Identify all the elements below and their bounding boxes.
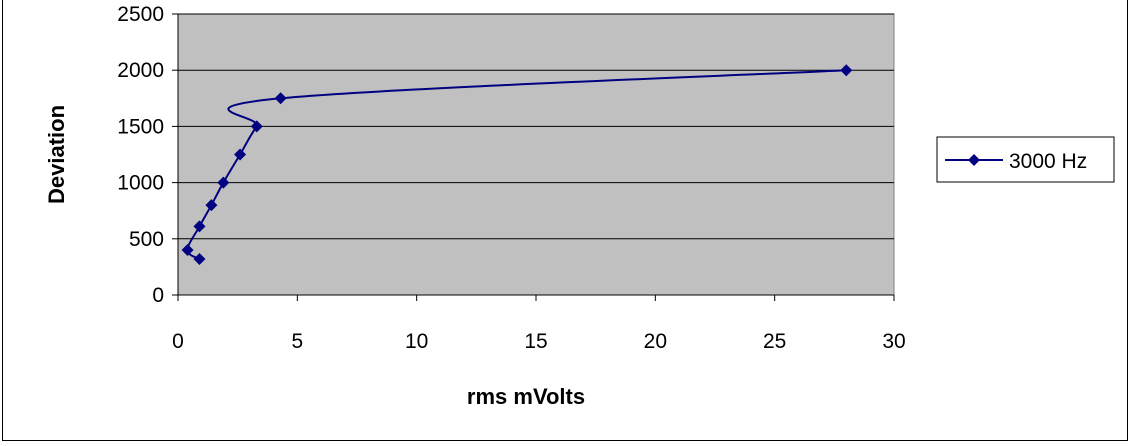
data-point-marker <box>250 120 263 133</box>
y-tick-label: 2500 <box>117 3 164 26</box>
y-tick-labels: 0 500 1000 1500 2000 2500 <box>117 3 164 307</box>
y-tick-label: 1500 <box>117 115 164 138</box>
x-tick-label: 0 <box>172 330 184 353</box>
x-axis-title: rms mVolts <box>467 384 585 409</box>
data-point-marker <box>234 148 247 161</box>
legend-entry-label: 3000 Hz <box>1009 150 1087 173</box>
axes <box>172 13 895 301</box>
plot-area <box>177 13 895 296</box>
data-point-marker <box>840 64 853 77</box>
legend: 3000 Hz <box>936 136 1115 183</box>
y-tick-label: 0 <box>152 284 164 307</box>
x-tick-label: 20 <box>644 330 667 353</box>
legend-marker <box>968 154 980 166</box>
x-tick-label: 15 <box>524 330 547 353</box>
x-tick-label: 10 <box>405 330 428 353</box>
y-tick-label: 1000 <box>117 172 164 195</box>
y-tick-label: 500 <box>129 228 164 251</box>
data-point-marker <box>205 199 218 212</box>
data-point-marker <box>181 244 194 257</box>
series-group <box>181 64 853 266</box>
data-point-marker <box>193 220 206 233</box>
x-tick-labels: 0 5 10 15 20 25 30 <box>172 330 906 353</box>
x-tick-label: 5 <box>291 330 303 353</box>
data-point-marker <box>274 92 287 105</box>
y-axis-title: Deviation <box>44 105 69 204</box>
data-point-marker <box>217 176 230 189</box>
data-point-marker <box>193 253 206 266</box>
y-tick-label: 2000 <box>117 59 164 82</box>
x-tick-label: 25 <box>763 330 786 353</box>
x-tick-label: 30 <box>882 330 905 353</box>
